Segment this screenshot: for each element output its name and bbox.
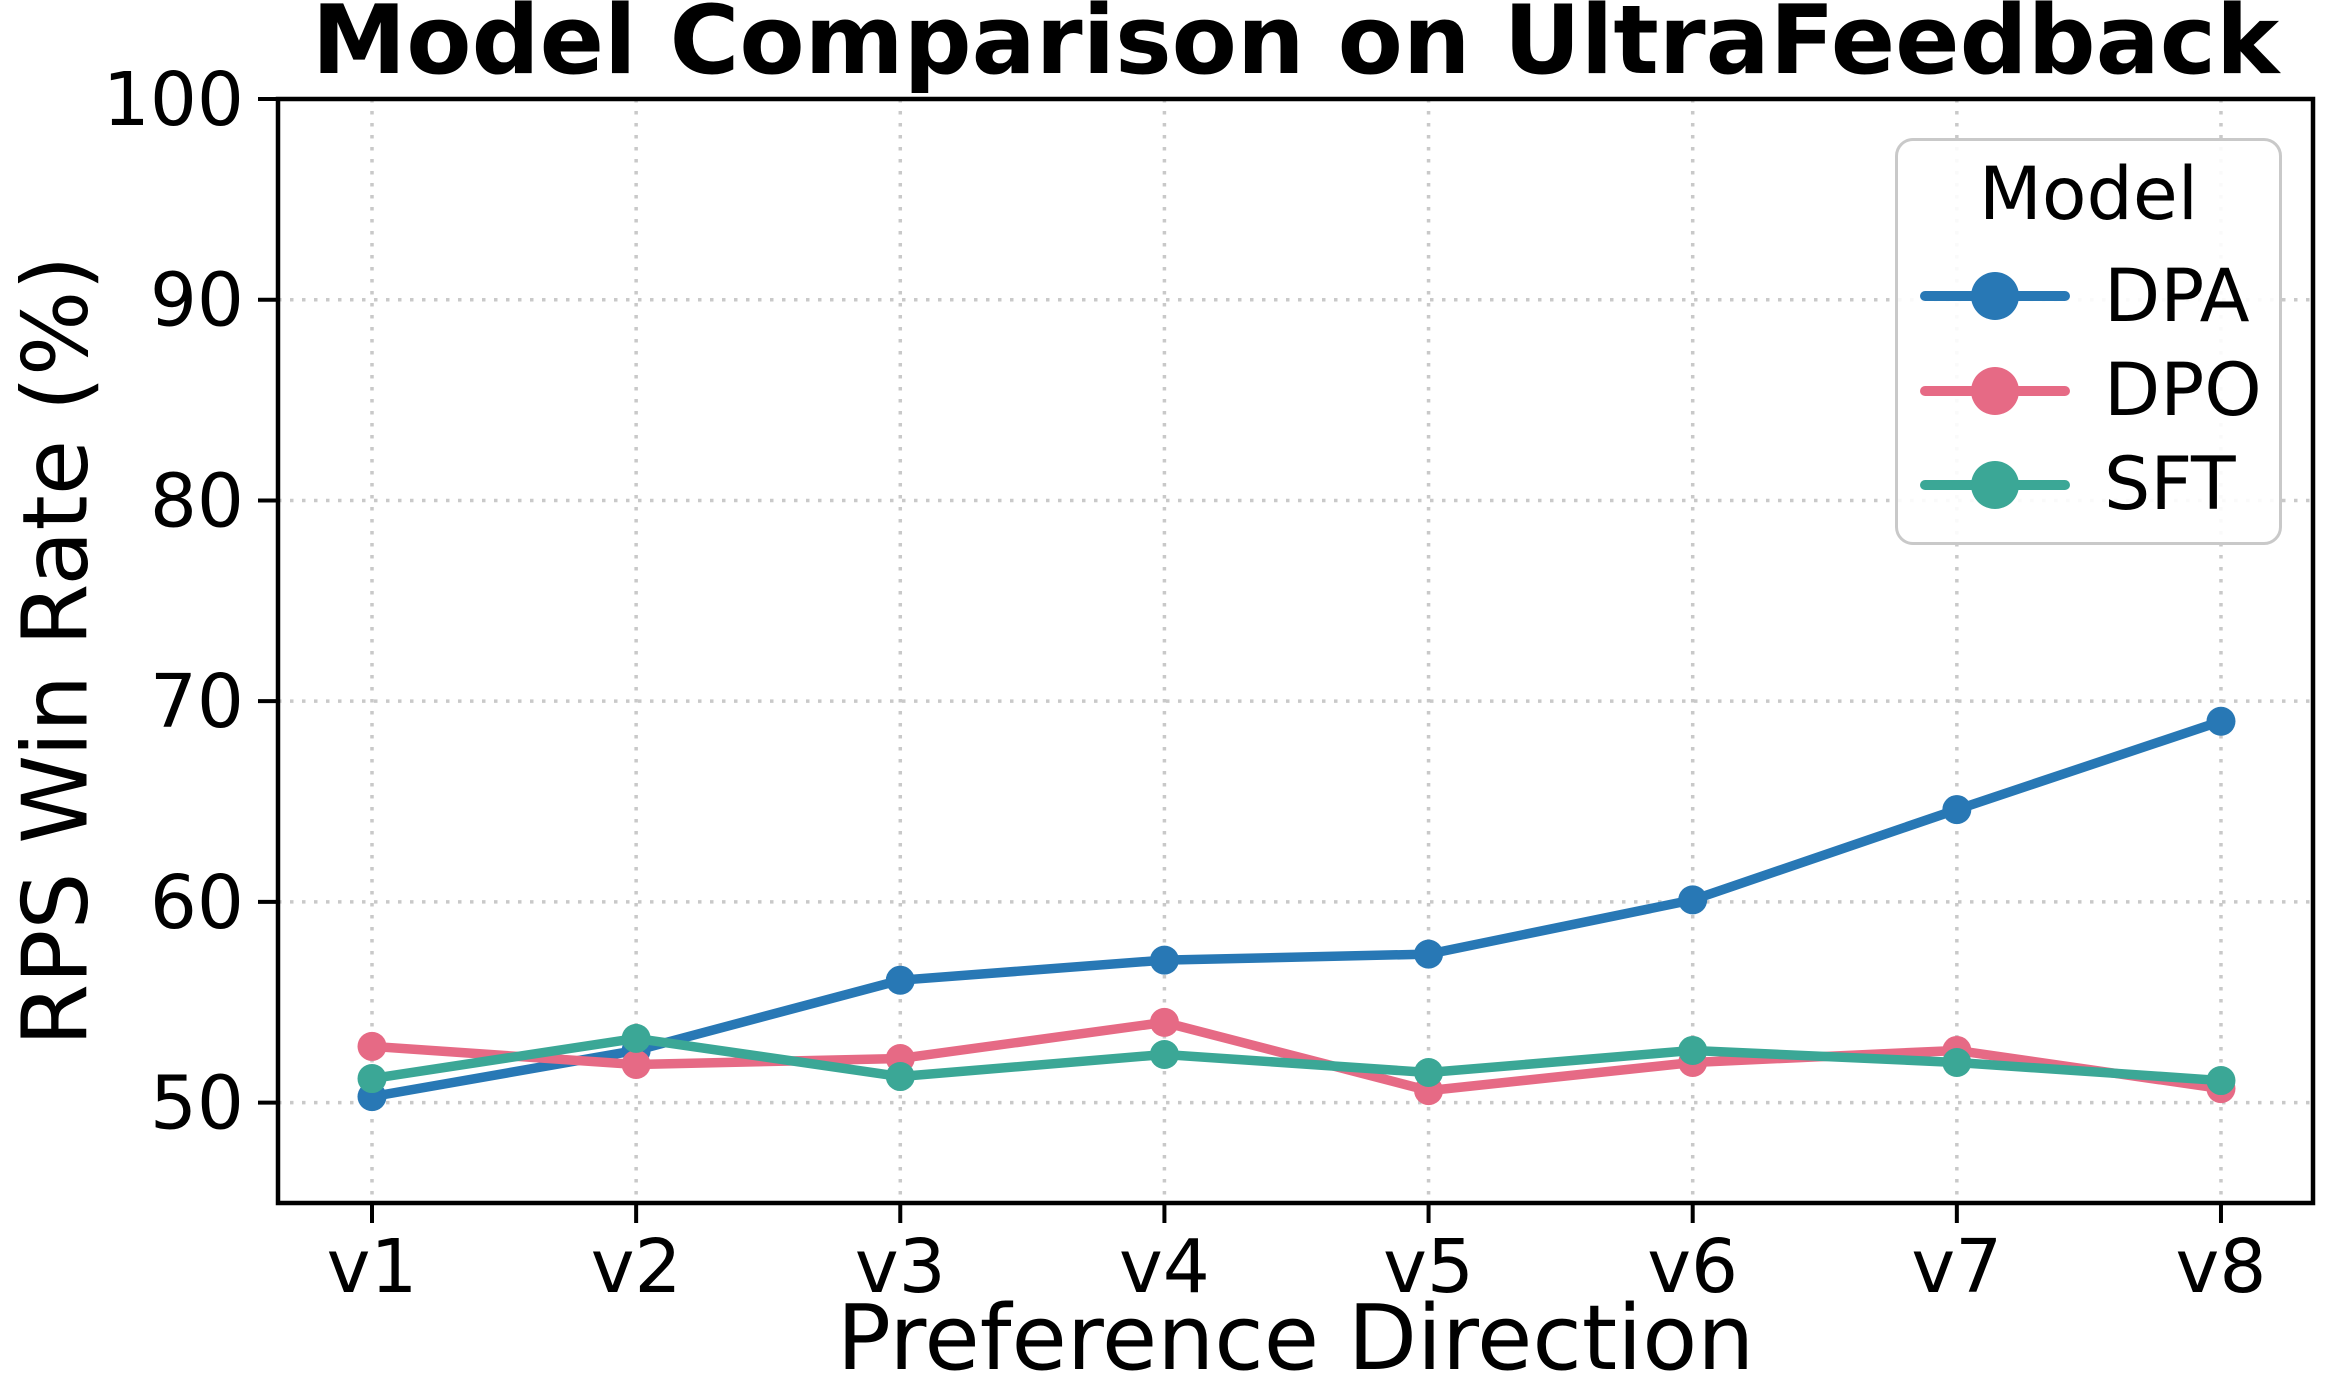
svg-text:100: 100 [103, 57, 244, 143]
data-point-dpo-v2 [621, 1049, 651, 1079]
x-tick-labels: v1 v2 v3 v4 v5 v6 v7 v8 [327, 1224, 2267, 1310]
svg-text:80: 80 [150, 458, 244, 544]
svg-text:v8: v8 [2176, 1224, 2267, 1310]
legend-label-sft: SFT [2104, 442, 2236, 528]
svg-text:60: 60 [150, 860, 244, 946]
svg-text:v2: v2 [591, 1224, 682, 1310]
y-axis-label-text: RPS Win Rate (%) [3, 255, 109, 1047]
data-point-dpa-v5 [1414, 939, 1444, 969]
y-tick-labels: 50 60 70 80 90 100 [103, 57, 244, 1147]
legend-entry-sft: SFT [1898, 438, 2279, 532]
plot-spines [275, 96, 2316, 1206]
data-point-dpa-v3 [885, 965, 915, 995]
x-axis-label: Preference Direction [836, 1286, 1755, 1391]
data-point-dpa-v4 [1149, 945, 1179, 975]
legend: Model DPA DPO SFT [1895, 138, 2282, 545]
data-point-sft-v1 [357, 1064, 387, 1094]
dpo-line-marker-icon [1920, 366, 2070, 415]
legend-entry-dpa: DPA [1898, 249, 2279, 343]
svg-text:v6: v6 [1647, 1224, 1738, 1310]
data-point-dpo-v4 [1149, 1007, 1179, 1037]
chart-title: Model Comparison on UltraFeedback [311, 0, 2280, 96]
legend-entry-dpo: DPO [1898, 344, 2279, 438]
data-point-sft-v2 [621, 1023, 651, 1053]
legend-label-dpo: DPO [2104, 348, 2262, 434]
svg-text:v3: v3 [855, 1224, 946, 1310]
data-point-sft-v3 [885, 1062, 915, 1092]
dpa-line-marker-icon [1920, 272, 2070, 321]
data-point-dpa-v7 [1942, 795, 1972, 825]
data-point-sft-v4 [1149, 1039, 1179, 1069]
svg-text:70: 70 [150, 659, 244, 745]
data-point-dpo-v1 [357, 1031, 387, 1061]
data-point-sft-v8 [2206, 1066, 2236, 1096]
legend-title: Model [1978, 152, 2199, 237]
tick-marks [258, 97, 2223, 1223]
data-point-dpa-v8 [2206, 706, 2236, 736]
legend-label-dpa: DPA [2104, 253, 2250, 339]
data-point-sft-v5 [1414, 1058, 1444, 1088]
svg-text:v5: v5 [1383, 1224, 1474, 1310]
sft-line-marker-icon [1920, 460, 2070, 509]
svg-text:50: 50 [150, 1061, 244, 1147]
data-point-sft-v6 [1678, 1035, 1708, 1065]
svg-text:v4: v4 [1119, 1224, 1210, 1310]
svg-text:v7: v7 [1911, 1224, 2002, 1310]
series-sft [357, 1023, 2236, 1096]
svg-text:90: 90 [150, 258, 244, 344]
data-point-sft-v7 [1942, 1047, 1972, 1077]
data-point-dpa-v6 [1678, 885, 1708, 915]
svg-text:v1: v1 [327, 1224, 418, 1310]
